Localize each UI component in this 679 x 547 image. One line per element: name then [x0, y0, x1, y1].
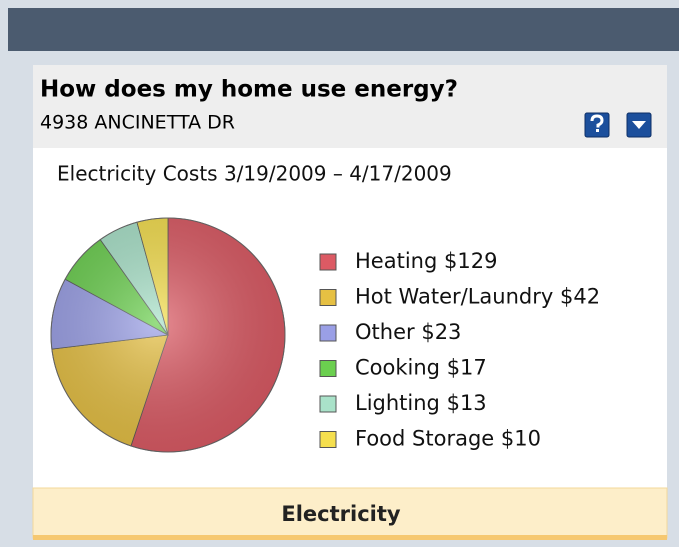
chart-title: Electricity Costs 3/19/2009 – 4/17/2009	[57, 162, 452, 186]
legend-swatch	[319, 360, 337, 377]
legend-value: $23	[421, 320, 461, 344]
dropdown-button[interactable]	[626, 112, 652, 138]
legend-entry: Other $23	[355, 320, 461, 344]
tab-label[interactable]: Electricity	[281, 502, 401, 526]
legend-value: $10	[501, 427, 541, 451]
pie	[50, 217, 286, 453]
panel-header	[33, 65, 667, 148]
tab-underline	[33, 535, 667, 540]
legend-category: Cooking	[355, 356, 440, 380]
legend-value: $17	[447, 356, 487, 380]
help-button[interactable]	[584, 112, 610, 138]
legend-entry: Heating $129	[355, 249, 497, 273]
legend-category: Heating	[355, 249, 437, 273]
legend-swatch	[319, 289, 337, 306]
legend-category: Hot Water/Laundry	[355, 285, 553, 309]
legend-entry: Cooking $17	[355, 356, 487, 380]
legend: Heating $129 Hot Water/Laundry $42 Other $…	[319, 249, 600, 451]
tab-bar	[32, 487, 668, 539]
panel-title: How does my home use energy?	[40, 77, 458, 103]
legend-value: $42	[560, 285, 600, 309]
legend-entry: Food Storage $10	[355, 427, 541, 451]
legend-value: $13	[447, 391, 487, 415]
address: 4938 ANCINETTA DR	[40, 112, 235, 134]
legend-swatch	[319, 324, 337, 342]
legend-category: Lighting	[355, 391, 440, 415]
legend-value: $129	[444, 249, 497, 273]
top-bar	[8, 8, 679, 51]
legend-entry: Hot Water/Laundry $42	[355, 285, 600, 309]
legend-category: Other	[355, 320, 415, 344]
legend-swatch	[319, 431, 337, 448]
legend-swatch	[319, 395, 337, 413]
legend-entry: Lighting $13	[355, 391, 487, 415]
legend-category: Food Storage	[355, 427, 494, 451]
legend-swatch	[319, 253, 337, 271]
